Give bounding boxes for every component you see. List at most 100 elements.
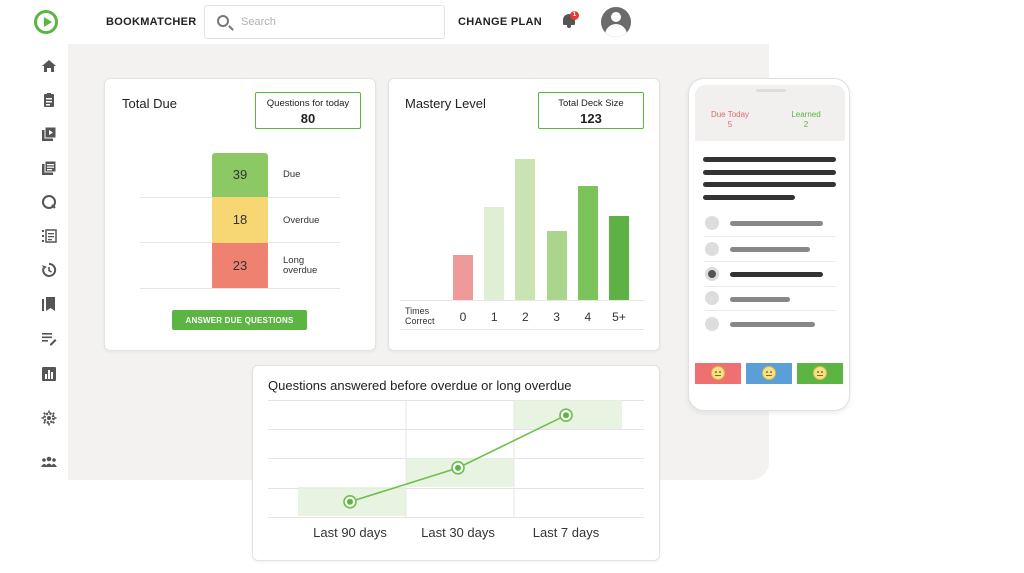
mastery-bar [484,207,505,300]
learned-label: Learned [791,110,821,119]
option-radio[interactable] [705,216,719,230]
settings-icon[interactable] [41,410,57,426]
mastery-bar [577,186,598,300]
avatar[interactable] [601,7,631,37]
option-text [730,247,810,252]
times-correct-line1: Times [405,306,430,316]
notes-icon[interactable] [41,330,57,346]
due-divider [140,288,340,289]
bell-icon[interactable]: 1 [562,11,579,28]
mastery-bar [609,216,629,300]
option-text [730,322,815,327]
option-radio-selected[interactable] [705,267,719,281]
option-divider [704,236,836,237]
data-point-core [563,412,569,419]
avatar-head [611,12,621,22]
question-text-line [703,170,836,175]
notification-badge: 1 [570,11,579,20]
data-point-core [455,464,461,471]
option-text-selected [730,272,823,277]
long-overdue-block: 23 [212,243,268,288]
face-icon [762,366,776,380]
mastery-bar [515,159,536,300]
due-label: Due [283,169,301,180]
hard-button[interactable] [695,363,741,384]
overdue-label: Overdue [283,215,320,226]
change-plan-link[interactable]: CHANGE PLAN [458,16,542,28]
answer-due-questions-button[interactable]: ANSWER DUE QUESTIONS [172,310,307,330]
search-icon [217,15,229,27]
top-bar: BOOKMATCHER CHANGE PLAN 1 [0,0,1024,44]
option-radio[interactable] [705,317,719,331]
answered-line-chart: Last 90 days Last 30 days Last 7 days [268,400,644,540]
logo-icon[interactable] [34,10,58,34]
x-tick-label: Last 30 days [421,525,495,540]
option-text [730,297,790,302]
mastery-bar [546,231,567,300]
option-text [730,221,823,226]
mastery-tick-label: 4 [584,310,592,324]
mastery-title: Mastery Level [405,96,486,111]
mastery-tick-label: 5+ [612,310,626,324]
home-icon[interactable] [41,58,57,74]
sidebar [20,44,68,484]
search-box[interactable] [204,5,445,39]
x-tick-label: Last 7 days [533,525,600,540]
option-radio[interactable] [705,291,719,305]
video-icon[interactable] [41,126,57,142]
mastery-footer-line [400,329,644,330]
times-correct-line2: Correct [405,316,435,326]
library-icon[interactable] [41,160,57,176]
easy-button[interactable] [797,363,843,384]
questions-today-box: Questions for today 80 [255,92,361,129]
clipboard-icon[interactable] [41,92,57,108]
mastery-tick-label: 3 [553,310,560,324]
mastery-bar [453,255,473,300]
deck-size-value: 123 [580,111,602,126]
deck-size-box: Total Deck Size 123 [538,92,644,129]
total-due-title: Total Due [122,96,177,111]
data-point-core [347,498,353,505]
due-block: 39 [212,153,268,197]
mastery-tick-label: 0 [459,310,467,324]
question-text-line [703,182,836,187]
questions-today-label: Questions for today [266,98,350,109]
search-input[interactable] [241,14,431,30]
mastery-baseline [400,300,644,301]
face-icon [813,366,827,380]
bell-body [563,14,575,25]
avatar-shoulders [605,24,627,37]
history-icon[interactable] [41,262,57,278]
option-divider [704,261,836,262]
quiz-icon[interactable] [41,194,57,210]
chart-icon[interactable] [41,366,57,382]
mastery-tick-label: 1 [490,310,498,324]
phone-header [695,85,845,141]
ok-button[interactable] [746,363,792,384]
mastery-tick-label: 2 [522,310,529,324]
group-icon[interactable] [41,454,57,470]
list-icon[interactable] [41,228,57,244]
x-tick-label: Last 90 days [313,525,387,540]
learned-stat: Learned 2 [782,110,830,130]
question-text-line [703,195,795,200]
option-divider [704,286,836,287]
question-text-line [703,157,836,162]
due-today-value: 5 [727,120,733,129]
bell-clapper [567,25,571,28]
bookmarks-icon[interactable] [41,296,57,312]
face-icon [711,366,725,380]
option-divider [704,310,836,311]
phone-notch [756,89,786,92]
times-correct-label: Times Correct [405,306,435,326]
long-overdue-label: Long overdue [283,255,318,276]
overdue-block: 18 [212,197,268,243]
answered-title: Questions answered before overdue or lon… [268,378,572,393]
due-today-label: Due Today [710,110,750,119]
questions-today-value: 80 [300,111,316,126]
due-today-stat: Due Today 5 [704,110,756,130]
brand-name[interactable]: BOOKMATCHER [106,16,197,28]
learned-value: 2 [803,120,809,129]
option-radio[interactable] [705,242,719,256]
